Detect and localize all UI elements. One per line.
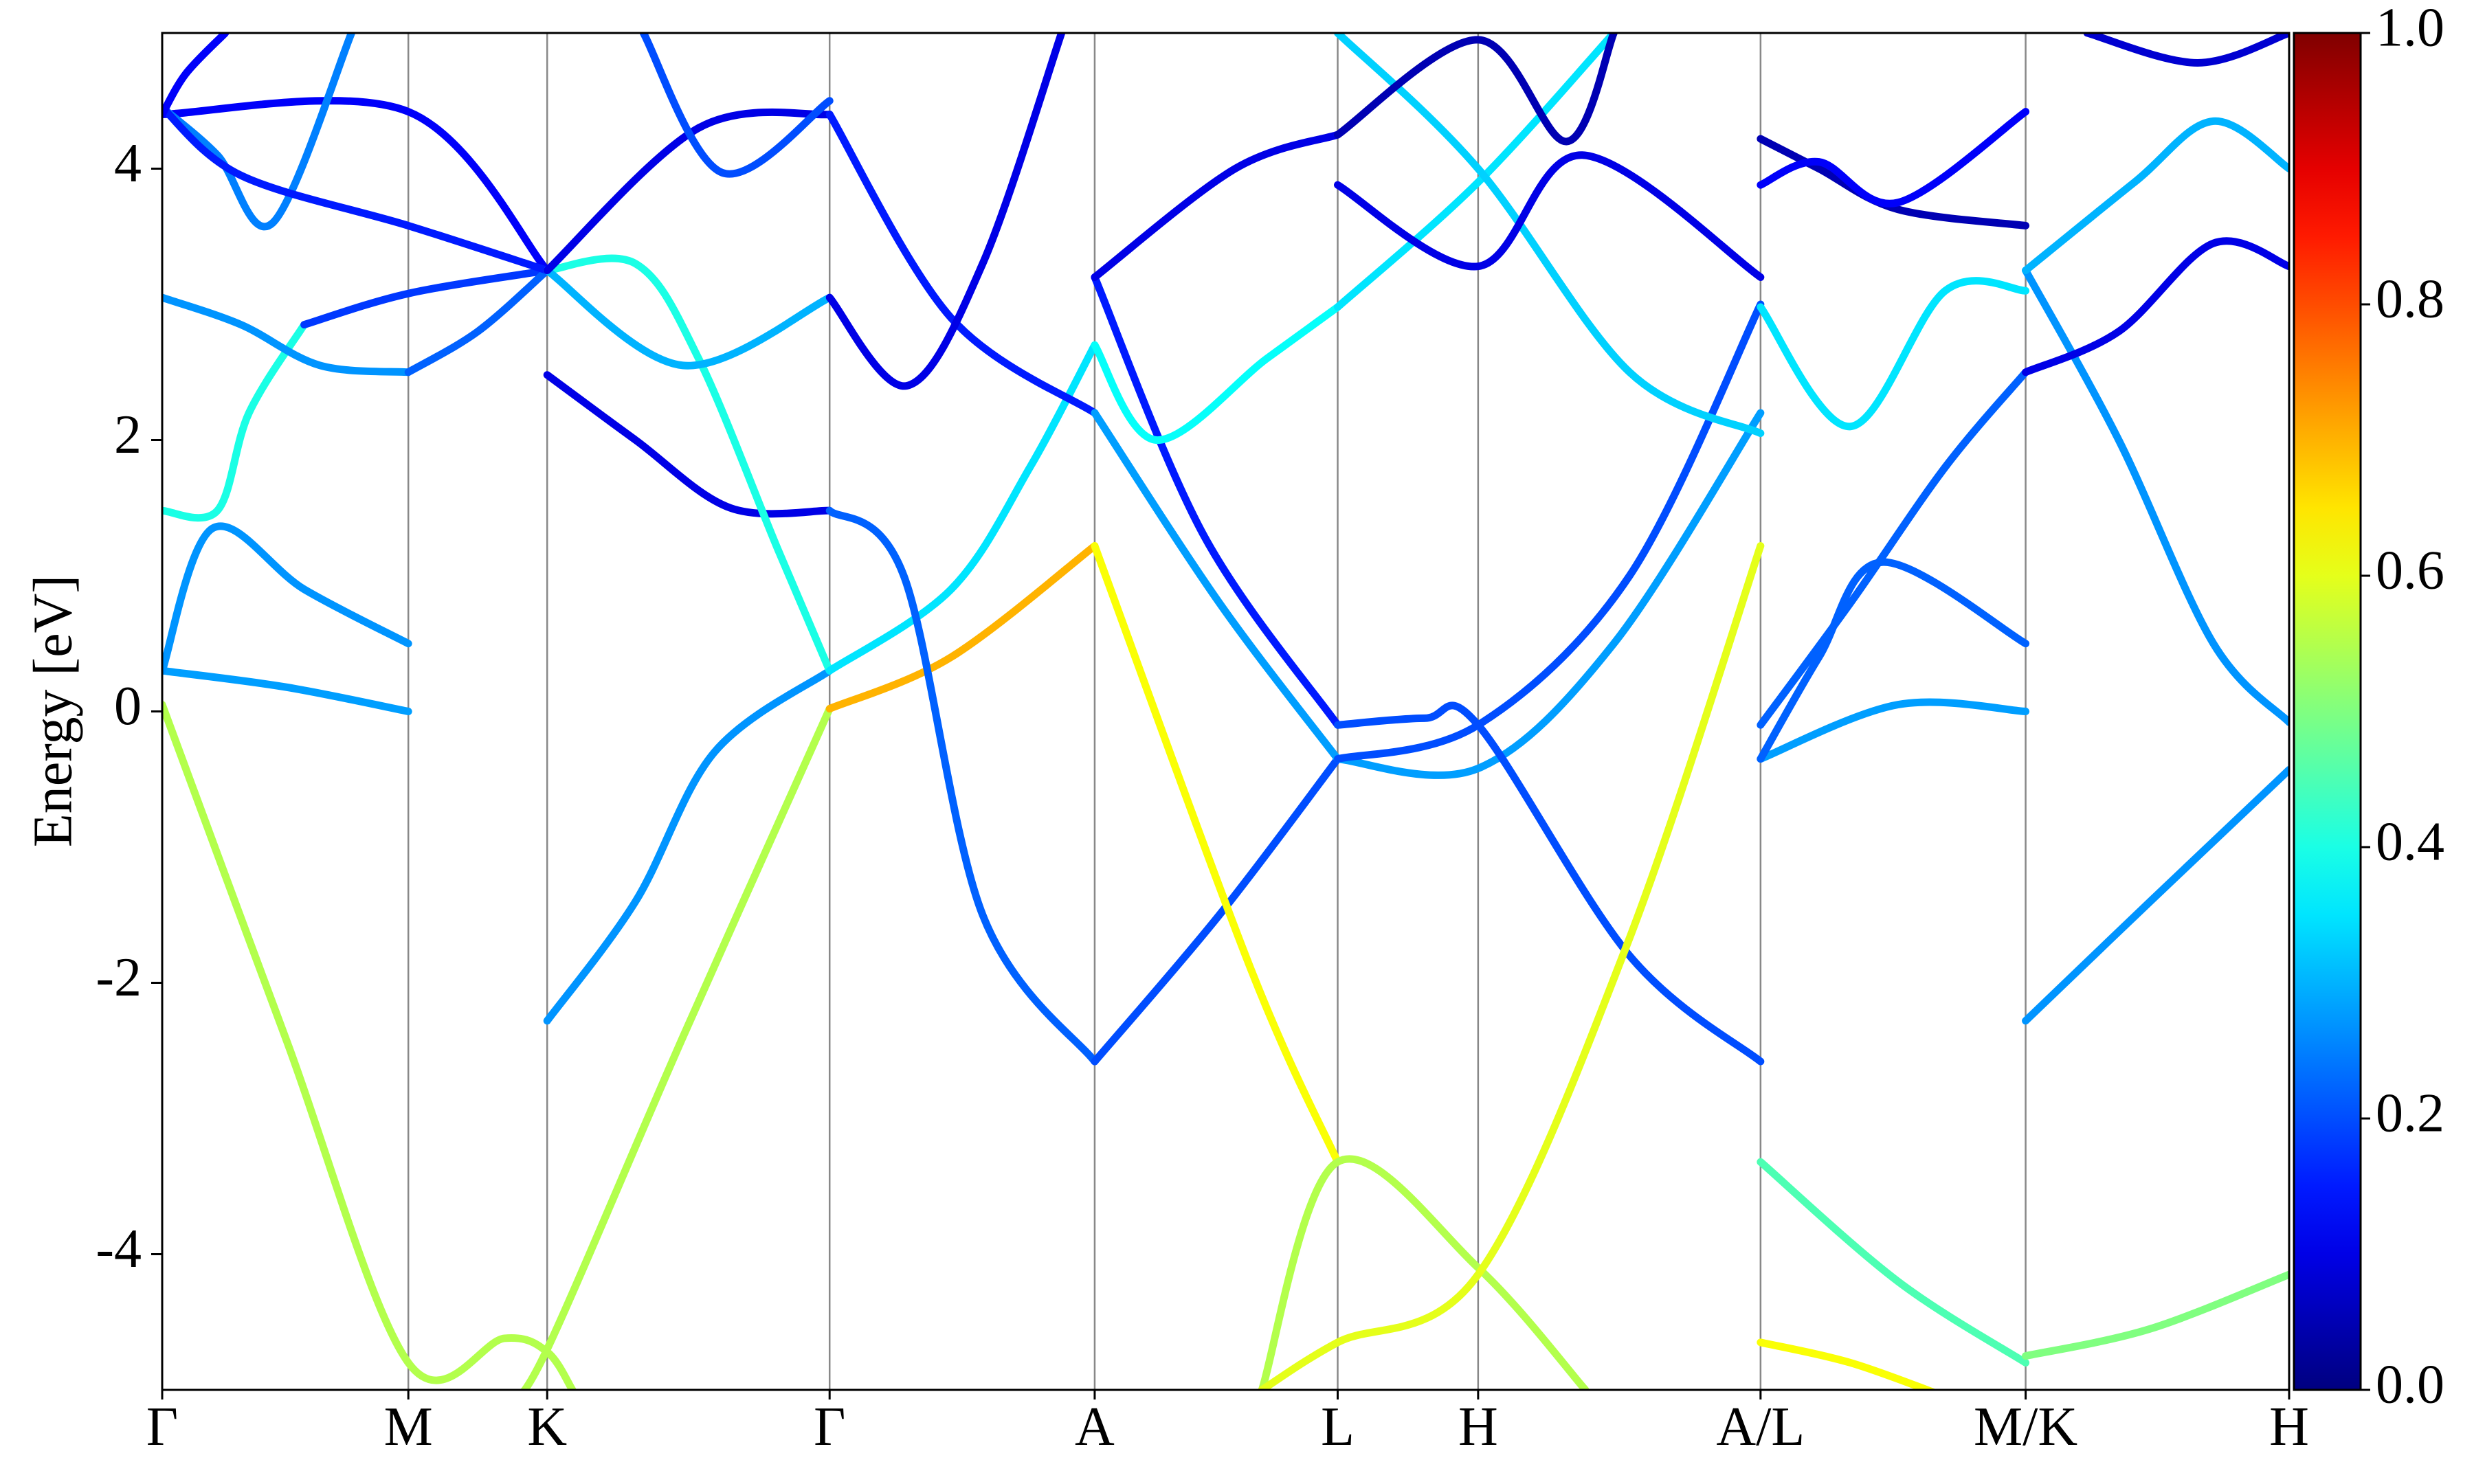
x-tick-label: Γ <box>146 1397 178 1457</box>
band-line <box>543 267 834 370</box>
band-line <box>1091 409 1342 763</box>
band-line <box>1334 33 1618 146</box>
band-line <box>162 33 230 118</box>
band-line <box>300 267 551 329</box>
band-line <box>1757 135 2030 229</box>
colorbar-tick-label: 0.4 <box>2376 811 2444 872</box>
colorbar-tick-label: 0.6 <box>2376 540 2444 600</box>
colorbar-tick-label: 0.2 <box>2376 1083 2444 1143</box>
band-line <box>1334 151 1765 281</box>
band-line <box>162 293 412 376</box>
band-line <box>1757 368 2030 729</box>
band-line <box>2022 117 2289 275</box>
band-line <box>543 254 834 675</box>
band-line <box>1091 273 1342 729</box>
band-line <box>1757 277 2030 431</box>
band-line <box>162 522 412 675</box>
band-line <box>2083 33 2289 67</box>
band-line <box>2022 1270 2289 1360</box>
band-line <box>162 104 551 275</box>
band-line <box>1334 300 1765 763</box>
band-line <box>2022 765 2289 1025</box>
band-line <box>1334 33 1618 311</box>
y-tick-label: -4 <box>96 1219 142 1279</box>
x-tick-label: M/K <box>1974 1397 2077 1457</box>
colorbar-tick-label: 1.0 <box>2376 0 2444 58</box>
y-tick-label: 4 <box>114 133 142 194</box>
band-line <box>162 33 356 231</box>
band-line <box>1334 33 1765 438</box>
band-line <box>1091 542 1342 1166</box>
band-line <box>1258 1155 1590 1390</box>
x-tick-label: H <box>2269 1397 2309 1457</box>
plot-frame <box>161 32 2291 1391</box>
x-tick-label: M <box>384 1397 433 1457</box>
y-tick-label: -2 <box>96 947 142 1008</box>
band-line <box>1757 1338 1938 1390</box>
band-line <box>1757 108 2030 207</box>
band-line <box>825 506 1099 1066</box>
band-line <box>543 108 834 275</box>
y-axis-label: Energy [eV] <box>23 575 83 847</box>
band-line <box>1258 542 1765 1390</box>
band-line <box>1091 131 1342 281</box>
x-tick-label: L <box>1321 1397 1355 1457</box>
band-line <box>1091 303 1342 444</box>
band-line <box>162 701 577 1390</box>
colorbar-tick-label: 0.0 <box>2376 1354 2444 1415</box>
band-line <box>543 666 834 1025</box>
x-tick-label: A <box>1075 1397 1115 1457</box>
band-line <box>162 321 309 522</box>
bands <box>162 33 2289 1390</box>
band-line <box>825 542 1099 713</box>
y-tick-label: 0 <box>114 676 142 737</box>
band-line <box>825 33 1066 390</box>
band-line <box>1334 701 1765 1066</box>
band-line <box>2022 237 2289 376</box>
band-line <box>162 97 551 275</box>
band-line <box>520 705 834 1390</box>
band-line <box>404 267 551 376</box>
band-line <box>639 33 834 178</box>
x-tick-label: K <box>527 1397 567 1457</box>
band-line <box>543 371 834 518</box>
band-line <box>1757 558 2030 763</box>
band-line <box>825 111 1099 417</box>
colorbar-tick-label: 0.8 <box>2376 269 2444 329</box>
band-line <box>1091 755 1342 1066</box>
band-line <box>2022 267 2289 726</box>
band-line <box>1757 698 2030 763</box>
y-tick-label: 2 <box>114 405 142 465</box>
band-line <box>1334 409 1765 779</box>
x-tick-label: Γ <box>814 1397 845 1457</box>
band-line <box>162 666 412 715</box>
x-tick-label: A/L <box>1716 1397 1805 1457</box>
band-line <box>1757 1158 2030 1367</box>
x-tick-label: H <box>1458 1397 1498 1457</box>
colorbar <box>2293 32 2362 1391</box>
